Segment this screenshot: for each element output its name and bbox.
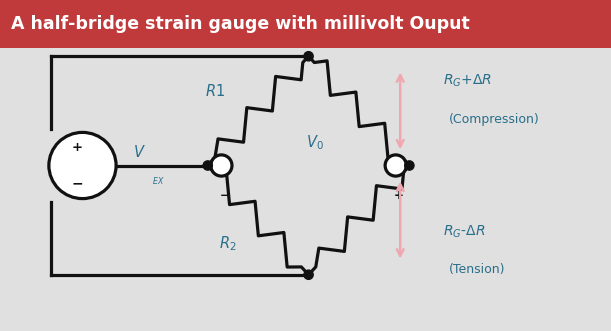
Text: +: + xyxy=(394,189,404,202)
Text: (Tension): (Tension) xyxy=(449,263,505,276)
FancyBboxPatch shape xyxy=(0,0,611,48)
Ellipse shape xyxy=(404,161,414,170)
Text: −: − xyxy=(71,177,84,191)
Text: $V_0$: $V_0$ xyxy=(306,133,324,152)
Text: $R_2$: $R_2$ xyxy=(219,234,236,253)
Ellipse shape xyxy=(203,161,213,170)
Text: −: − xyxy=(219,189,229,202)
Ellipse shape xyxy=(385,155,406,176)
Text: A half-bridge strain gauge with millivolt Ouput: A half-bridge strain gauge with millivol… xyxy=(11,15,470,33)
Ellipse shape xyxy=(211,155,232,176)
Text: +: + xyxy=(72,141,83,154)
Text: $V$: $V$ xyxy=(133,144,146,160)
Text: $R_G$+$\Delta R$: $R_G$+$\Delta R$ xyxy=(443,73,492,89)
Text: $R1$: $R1$ xyxy=(205,83,225,99)
Text: $R_G$-$\Delta R$: $R_G$-$\Delta R$ xyxy=(443,223,485,240)
Ellipse shape xyxy=(304,52,313,61)
Text: (Compression): (Compression) xyxy=(449,113,540,126)
Text: $_{EX}$: $_{EX}$ xyxy=(152,176,164,188)
Ellipse shape xyxy=(304,270,313,279)
Ellipse shape xyxy=(49,132,116,199)
